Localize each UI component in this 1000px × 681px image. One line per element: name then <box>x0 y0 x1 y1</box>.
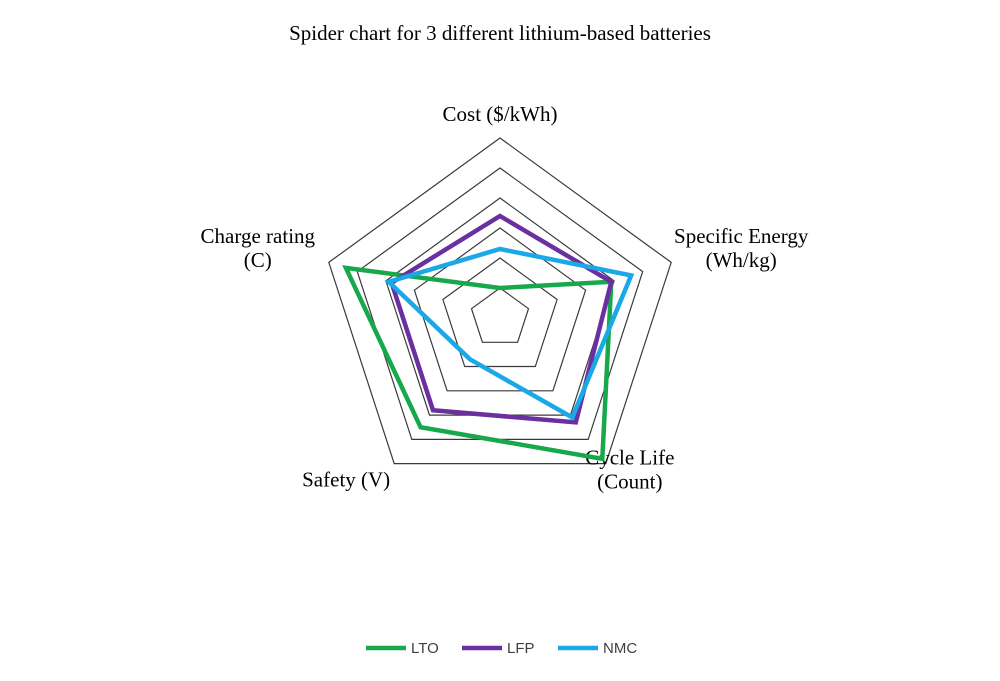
legend-label-lfp: LFP <box>507 640 535 657</box>
axis-label-safety: Safety (V) <box>302 467 390 491</box>
axis-label-specific_energy-line-1: Specific Energy <box>674 224 809 248</box>
series-line-lfp <box>388 213 614 425</box>
series-line-lto <box>342 265 614 462</box>
grid-ring-2 <box>442 257 558 368</box>
axis-label-cycle_life-line-2: (Count) <box>597 469 662 493</box>
grid-ring-6 <box>328 137 672 465</box>
axis-label-charge_rating-line-1: Charge rating <box>201 224 316 248</box>
legend-label-nmc: NMC <box>603 640 637 657</box>
axis-labels: Cost ($/kWh)Specific Energy(Wh/kg)Cycle … <box>201 102 809 494</box>
chart-title: Spider chart for 3 different lithium-bas… <box>289 21 711 45</box>
axis-label-specific_energy-line-2: (Wh/kg) <box>706 248 777 272</box>
grid-ring-1 <box>470 287 530 343</box>
axis-label-cost: Cost ($/kWh) <box>443 102 558 126</box>
legend-label-lto: LTO <box>411 640 439 657</box>
legend: LTO LFP NMC <box>366 640 637 657</box>
axis-label-charge_rating-line-2: (C) <box>244 248 272 272</box>
series-line-nmc <box>384 246 635 421</box>
series-lines <box>342 213 635 462</box>
